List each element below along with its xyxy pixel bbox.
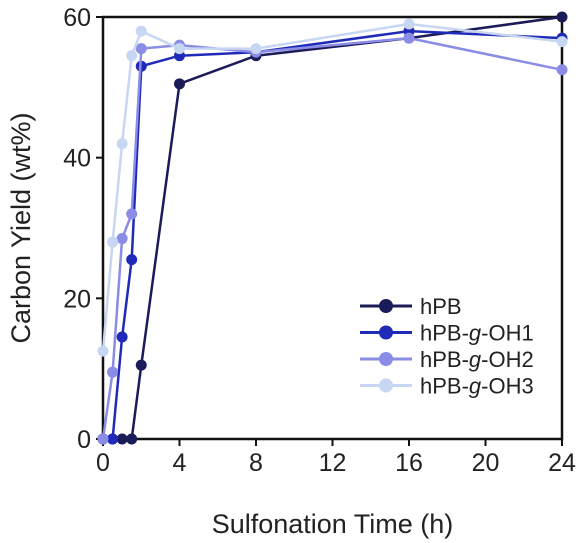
legend-item: hPB-g-OH1 bbox=[360, 321, 534, 346]
data-point bbox=[97, 433, 109, 445]
legend-swatch-marker bbox=[379, 325, 393, 340]
data-point bbox=[174, 78, 185, 90]
data-point bbox=[126, 433, 138, 445]
data-point bbox=[116, 331, 128, 343]
legend-label: hPB-g-OH2 bbox=[420, 347, 534, 372]
y-tick-label: 40 bbox=[63, 145, 91, 173]
axis-ticks: 0 4 8 12 16 20 24 0 20 40 60 bbox=[63, 4, 576, 477]
x-tick-label: 8 bbox=[249, 449, 263, 477]
x-tick-label: 16 bbox=[395, 449, 423, 477]
legend-label-prefix: hPB- bbox=[420, 321, 469, 346]
legend-item: hPB-g-OH2 bbox=[360, 347, 534, 372]
data-point bbox=[556, 36, 568, 48]
data-point bbox=[97, 345, 109, 357]
data-point bbox=[126, 208, 138, 220]
series-4 bbox=[97, 18, 568, 357]
data-point bbox=[116, 433, 128, 445]
legend-label-prefix: hPB- bbox=[420, 347, 469, 372]
data-point bbox=[403, 18, 415, 30]
x-tick-label: 24 bbox=[548, 449, 576, 477]
legend-label: hPB-g-OH1 bbox=[420, 321, 534, 346]
legend-swatch-marker bbox=[379, 352, 393, 366]
data-point bbox=[107, 433, 119, 445]
x-tick-label: 0 bbox=[96, 449, 110, 477]
y-tick-label: 20 bbox=[63, 285, 91, 313]
data-point bbox=[135, 25, 147, 37]
series-layer bbox=[97, 11, 568, 445]
y-tick-label: 0 bbox=[77, 426, 91, 454]
data-point bbox=[107, 366, 119, 378]
legend-swatch-marker bbox=[379, 378, 393, 393]
data-point bbox=[174, 43, 185, 55]
legend-label-prefix: hPB- bbox=[420, 374, 469, 399]
data-point bbox=[135, 359, 147, 371]
data-point bbox=[556, 11, 568, 23]
legend-label: hPB-g-OH3 bbox=[420, 374, 534, 399]
data-point bbox=[116, 233, 128, 245]
data-point bbox=[126, 254, 138, 266]
legend-label-italic: g bbox=[469, 347, 482, 372]
x-tick-label: 12 bbox=[319, 449, 347, 477]
legend-swatch-marker bbox=[379, 299, 393, 313]
x-tick-label: 4 bbox=[173, 449, 187, 477]
legend-label-italic: g bbox=[469, 374, 482, 399]
data-point bbox=[403, 32, 415, 44]
x-tick-label: 20 bbox=[472, 449, 500, 477]
legend-label-suffix: -OH1 bbox=[481, 321, 534, 346]
data-point bbox=[135, 43, 147, 55]
y-axis-title: Carbon Yield (wt%) bbox=[6, 112, 36, 343]
y-tick-label: 60 bbox=[63, 4, 91, 32]
data-point bbox=[250, 43, 262, 55]
series-line bbox=[101, 22, 563, 352]
data-point bbox=[126, 50, 138, 62]
data-point bbox=[107, 236, 119, 248]
legend-label: hPB bbox=[420, 294, 462, 319]
data-point bbox=[116, 138, 128, 150]
legend-label-italic: g bbox=[469, 321, 482, 346]
legend-label-suffix: -OH2 bbox=[481, 347, 534, 372]
x-axis-title: Sulfonation Time (h) bbox=[212, 509, 454, 539]
data-point bbox=[556, 64, 568, 76]
legend-label-text: hPB bbox=[420, 294, 462, 319]
legend-item: hPB bbox=[360, 294, 462, 319]
legend-item: hPB-g-OH3 bbox=[360, 374, 534, 399]
legend-label-suffix: -OH3 bbox=[481, 374, 534, 399]
